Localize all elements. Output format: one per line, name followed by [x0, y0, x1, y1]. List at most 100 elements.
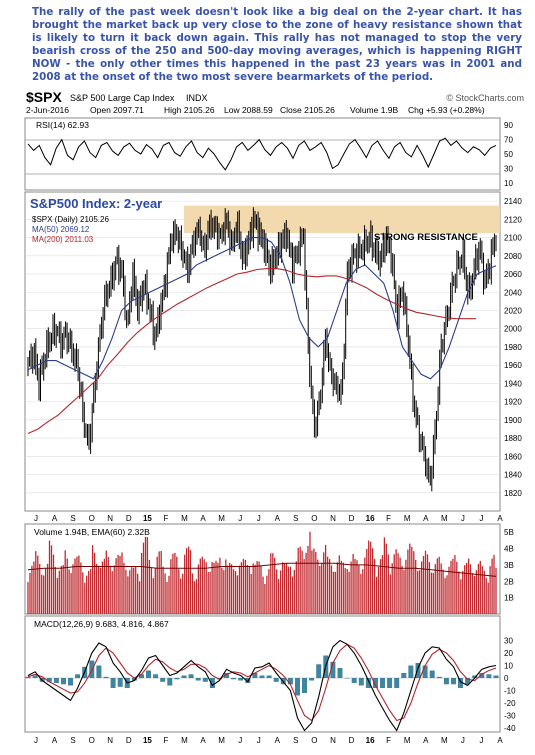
macd-histogram-bar	[53, 678, 59, 683]
macd-tick-label: 20	[504, 649, 513, 658]
macd-legend: MACD(12,26,9) 9.683, 4.816, 4.867	[34, 619, 169, 629]
macd-histogram-bar	[32, 675, 38, 678]
macd-histogram-bar	[408, 665, 414, 678]
header-date: 2-Jun-2016	[26, 105, 69, 115]
macd-histogram-bar	[131, 678, 137, 681]
price-tick-label: 2040	[504, 288, 522, 297]
macd-histogram-bar	[351, 678, 357, 683]
resistance-zone	[184, 205, 500, 234]
macd-histogram-bar	[330, 661, 336, 679]
macd-histogram-bar	[202, 678, 208, 682]
price-tick-label: 2140	[504, 197, 522, 206]
macd-histogram-bar	[443, 678, 449, 685]
macd-tick-label: -30	[504, 712, 516, 721]
rsi-tick-label: 70	[504, 136, 513, 145]
macd-x-label: O	[89, 736, 95, 745]
rsi-legend: RSI(14) 62.93	[36, 120, 89, 130]
price-x-label: O	[311, 514, 317, 523]
macd-histogram-bar	[429, 670, 435, 678]
header-name: S&P 500 Large Cap Index	[70, 93, 175, 103]
stockcharts-chart: $SPX S&P 500 Large Cap Index INDX © Stoc…	[24, 90, 524, 745]
price-x-label: M	[218, 514, 225, 523]
price-x-label: S	[293, 514, 298, 523]
volume-ema-line	[27, 562, 497, 577]
price-x-label: M	[441, 514, 448, 523]
price-tick-label: 2100	[504, 234, 522, 243]
volume-bars	[27, 531, 497, 614]
price-x-label: F	[386, 514, 391, 523]
rsi-tick-label: 30	[504, 164, 513, 173]
macd-histogram-bar	[245, 678, 251, 683]
macd-histogram-bar	[358, 678, 364, 686]
price-x-label: F	[163, 514, 168, 523]
price-x-label: J	[461, 514, 465, 523]
price-x-label: 16	[366, 514, 375, 523]
price-tick-label: 1960	[504, 361, 522, 370]
header-volume: Volume 1.9B	[350, 105, 399, 115]
macd-x-label: D	[349, 736, 355, 745]
volume-tick-label: 5B	[504, 528, 514, 537]
macd-histogram-bar	[146, 670, 151, 678]
macd-histogram-bar	[486, 674, 492, 679]
macd-histogram-bar	[337, 668, 343, 678]
volume-y-ticks: 5B 4B 3B 2B 1B	[504, 528, 514, 602]
price-bars	[27, 207, 497, 492]
macd-histogram-bar	[153, 674, 159, 679]
macd-histogram-bar	[160, 678, 166, 682]
macd-histogram-bar	[181, 675, 187, 678]
price-x-label: A	[497, 514, 503, 523]
price-tick-label: 1860	[504, 452, 522, 461]
price-x-label: N	[107, 514, 113, 523]
price-gridlines	[25, 200, 500, 494]
macd-histogram-bar	[344, 678, 350, 679]
rsi-line	[27, 137, 497, 171]
macd-panel	[24, 615, 501, 733]
macd-histogram-bar	[68, 678, 73, 686]
macd-histogram-bar	[479, 673, 485, 678]
macd-histogram-bar	[465, 678, 471, 685]
header-open: Open 2097.71	[90, 105, 144, 115]
macd-tick-label: 0	[504, 674, 509, 683]
price-legend-spx: $SPX (Daily) 2105.26	[32, 215, 109, 224]
macd-histogram-bar	[188, 674, 194, 679]
price-x-label: M	[404, 514, 411, 523]
price-x-label: N	[330, 514, 336, 523]
price-x-label: 15	[143, 514, 152, 523]
macd-x-label: 16	[366, 736, 375, 745]
price-tick-label: 1980	[504, 343, 522, 352]
macd-histogram-bar	[238, 678, 244, 681]
volume-tick-label: 2B	[504, 577, 514, 586]
macd-histogram-bar	[75, 674, 81, 679]
price-tick-label: 2080	[504, 252, 522, 261]
header-high: High 2105.26	[164, 105, 215, 115]
macd-x-label: M	[218, 736, 225, 745]
macd-x-label: M	[404, 736, 411, 745]
price-panel	[24, 191, 501, 512]
volume-tick-label: 1B	[504, 594, 514, 603]
price-tick-label: 1820	[504, 489, 522, 498]
price-chart-title: S&P500 Index: 2-year	[30, 196, 162, 211]
macd-x-label: J	[257, 736, 261, 745]
macd-histogram-bar	[96, 665, 102, 678]
macd-x-label: J	[238, 736, 242, 745]
macd-histogram-bar	[110, 678, 116, 688]
price-tick-label: 2120	[504, 215, 522, 224]
macd-x-label: M	[181, 736, 188, 745]
macd-x-label: O	[311, 736, 317, 745]
price-tick-label: 1920	[504, 398, 522, 407]
macd-x-label: N	[107, 736, 113, 745]
macd-x-label: A	[423, 736, 429, 745]
price-x-label: A	[423, 514, 429, 523]
macd-histogram-bar	[373, 678, 378, 688]
macd-histogram-bar	[259, 675, 265, 678]
commentary-text: The rally of the past week doesn't look …	[32, 6, 522, 83]
macd-histogram-bar	[458, 678, 463, 688]
rsi-tick-label: 90	[504, 121, 513, 130]
macd-histogram-bar	[365, 678, 371, 688]
macd-tick-label: 30	[504, 637, 513, 646]
macd-x-label: 15	[143, 736, 152, 745]
volume-tick-label: 4B	[504, 545, 514, 554]
volume-legend: Volume 1.94B, EMA(60) 2.32B	[34, 527, 150, 537]
macd-x-labels: J A S O N D 15 F M A M J J A S O N D 16 F M A M J J A	[34, 736, 503, 745]
macd-x-label: M	[441, 736, 448, 745]
